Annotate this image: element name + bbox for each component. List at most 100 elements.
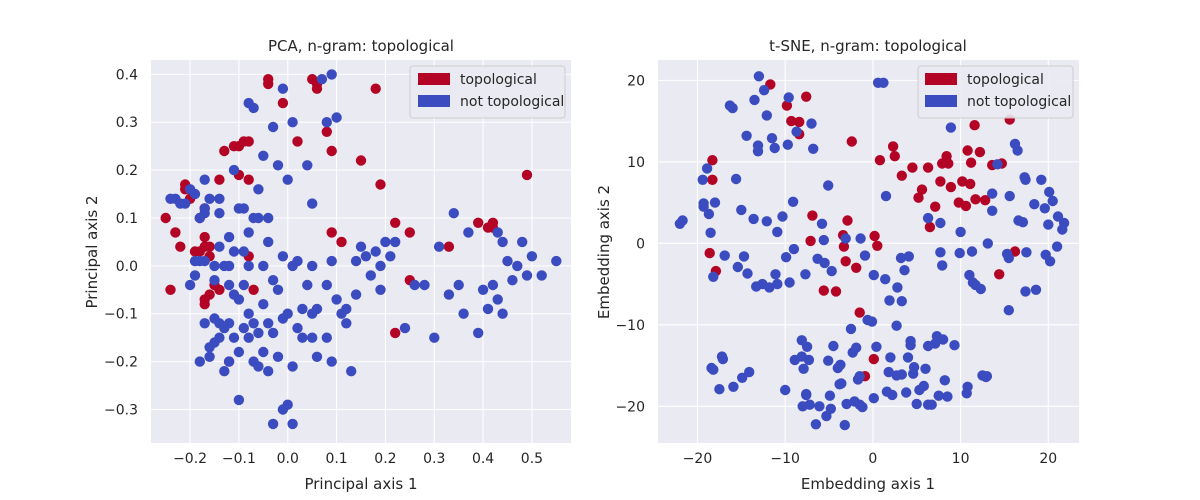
pca-point-not-topological (409, 279, 420, 291)
tsne-point-not-topological (752, 140, 764, 151)
pca-point-not-topological (492, 227, 503, 238)
tsne-point-not-topological (896, 369, 907, 380)
tsne-tick-labels: −20 −10 0 10 20 −20 −10 0 10 20 (615, 73, 1057, 467)
pca-point-not-topological (204, 351, 215, 362)
tsne-point-not-topological (744, 366, 755, 378)
pca-point-not-topological (292, 322, 303, 334)
tsne-point-not-topological (937, 260, 948, 271)
pca-point-not-topological (458, 308, 469, 319)
tsne-point-topological (887, 141, 899, 152)
tsne-point-not-topological (1020, 174, 1031, 185)
tsne-point-not-topological (761, 110, 772, 121)
tsne-point-not-topological (918, 380, 929, 392)
pca-point-topological (370, 83, 381, 94)
tsne-point-not-topological (823, 180, 834, 191)
tsne-point-not-topological (783, 92, 794, 103)
pca-point-not-topological (248, 318, 259, 329)
tsne-point-topological (830, 286, 842, 297)
pca-point-topological (277, 97, 289, 109)
pca-x-axis-label: Principal axis 1 (304, 475, 417, 493)
tsne-point-not-topological (939, 375, 950, 386)
tsne-point-not-topological (804, 399, 815, 410)
tsne-point-not-topological (806, 118, 817, 129)
pca-point-not-topological (331, 294, 342, 305)
pca-point-not-topological (272, 284, 284, 295)
pca-point-topological (263, 74, 274, 85)
pca-point-not-topological (551, 255, 562, 267)
pca-point-not-topological (307, 332, 318, 343)
pca-point-not-topological (311, 303, 323, 315)
pca-point-not-topological (209, 275, 220, 286)
tsne-point-not-topological (782, 139, 793, 150)
pca-point-topological (165, 284, 176, 295)
tsne-y-tick-label: 10 (627, 155, 645, 171)
tsne-point-not-topological (1044, 256, 1056, 267)
pca-point-not-topological (311, 351, 323, 362)
pca-point-topological (160, 212, 171, 224)
tsne-point-not-topological (885, 352, 896, 363)
tsne-point-not-topological (1004, 190, 1015, 202)
pca-point-not-topological (219, 366, 230, 377)
tsne-point-not-topological (761, 216, 772, 227)
tsne-point-not-topological (1021, 247, 1032, 258)
tsne-gridlines (658, 60, 1079, 443)
pca-point-not-topological (375, 260, 386, 272)
pca-point-not-topological (258, 346, 269, 358)
pca-point-not-topological (331, 112, 342, 123)
pca-point-topological (390, 327, 401, 339)
pca-point-not-topological (214, 208, 225, 219)
tsne-point-not-topological (717, 353, 729, 365)
tsne-x-tick-label: 10 (952, 451, 970, 467)
pca-point-not-topological (214, 241, 225, 252)
tsne-point-not-topological (845, 323, 857, 335)
tsne-point-not-topological (935, 217, 946, 229)
pca-legend-swatch-not-topological (418, 95, 450, 107)
pca-point-not-topological (375, 284, 386, 295)
pca-point-not-topological (292, 255, 303, 267)
tsne-point-not-topological (926, 399, 937, 410)
tsne-point-not-topological (1058, 217, 1070, 229)
tsne-point-not-topological (895, 252, 907, 264)
tsne-point-not-topological (708, 364, 719, 375)
tsne-point-not-topological (1051, 241, 1063, 252)
tsne-point-not-topological (981, 371, 993, 382)
pca-point-not-topological (243, 260, 254, 272)
pca-point-not-topological (238, 279, 249, 291)
tsne-point-topological (962, 145, 973, 156)
pca-point-not-topological (512, 260, 523, 272)
pca-point-not-topological (350, 289, 362, 300)
tsne-point-topological (868, 353, 879, 365)
pca-point-not-topological (463, 227, 474, 238)
pca-point-not-topological (258, 260, 269, 272)
pca-point-not-topological (487, 279, 499, 291)
tsne-point-not-topological (902, 352, 914, 363)
tsne-point-not-topological (880, 274, 891, 285)
tsne-y-tick-label: 20 (627, 73, 645, 89)
tsne-point-not-topological (987, 205, 998, 216)
pca-point-not-topological (258, 150, 269, 161)
pca-point-not-topological (399, 322, 411, 334)
tsne-point-not-topological (705, 227, 716, 238)
pca-point-not-topological (228, 164, 240, 176)
tsne-point-topological (913, 192, 924, 203)
tsne-point-topological (922, 162, 934, 173)
pca-point-not-topological (536, 270, 547, 281)
tsne-point-not-topological (780, 252, 792, 263)
tsne-point-not-topological (808, 143, 819, 154)
tsne-points (674, 71, 1070, 431)
pca-point-not-topological (223, 260, 235, 272)
tsne-point-not-topological (728, 381, 739, 392)
pca-point-not-topological (365, 270, 376, 281)
pca-point-not-topological (223, 318, 235, 329)
tsne-point-topological (960, 200, 972, 212)
pca-point-not-topological (497, 308, 508, 319)
pca-point-not-topological (233, 294, 245, 305)
pca-point-not-topological (214, 332, 225, 343)
pca-point-not-topological (194, 356, 205, 367)
tsne-point-not-topological (788, 243, 800, 255)
tsne-x-axis-label: Embedding axis 1 (801, 475, 935, 493)
pca-y-tick-label: −0.3 (104, 402, 138, 418)
pca-x-tick-label: −0.1 (222, 451, 256, 467)
pca-x-tick-label: 0.1 (325, 451, 347, 467)
tsne-point-not-topological (962, 381, 973, 392)
